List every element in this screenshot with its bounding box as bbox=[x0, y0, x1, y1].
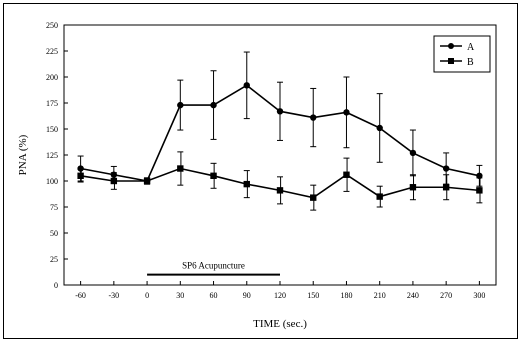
y-tick-label: 25 bbox=[50, 255, 58, 264]
x-tick-label: 240 bbox=[407, 291, 419, 300]
x-tick-label: 180 bbox=[340, 291, 352, 300]
data-point bbox=[276, 187, 284, 194]
y-tick-label: 100 bbox=[46, 177, 58, 186]
plot-area bbox=[63, 24, 497, 286]
x-tick-label: 210 bbox=[374, 291, 386, 300]
data-point bbox=[409, 149, 417, 157]
x-tick-label: -30 bbox=[109, 291, 120, 300]
legend-box bbox=[433, 35, 491, 73]
data-point bbox=[177, 165, 184, 172]
data-point bbox=[77, 165, 84, 172]
x-tick-label: 60 bbox=[210, 291, 218, 300]
y-tick-label: 200 bbox=[46, 73, 58, 82]
x-tick-label: 300 bbox=[473, 291, 485, 300]
data-point bbox=[310, 194, 317, 201]
legend-marker-b bbox=[448, 58, 454, 64]
x-tick-label: 30 bbox=[176, 291, 184, 300]
data-point bbox=[442, 184, 450, 191]
data-point bbox=[210, 101, 217, 109]
data-point bbox=[442, 165, 450, 172]
y-tick-label: 225 bbox=[46, 47, 58, 56]
data-point bbox=[476, 187, 483, 194]
x-tick-label: 0 bbox=[145, 291, 149, 300]
legend-label-a: A bbox=[467, 42, 475, 53]
x-tick-label: 150 bbox=[307, 291, 319, 300]
y-tick-label: 175 bbox=[46, 99, 58, 108]
legend-marker-a bbox=[448, 43, 454, 49]
legend-label-b: B bbox=[467, 57, 474, 68]
y-tick-label: 125 bbox=[46, 151, 58, 160]
x-axis-title: TIME (sec.) bbox=[253, 318, 307, 330]
data-point bbox=[343, 171, 350, 178]
data-point bbox=[310, 114, 317, 121]
y-tick-label: 50 bbox=[50, 229, 58, 238]
x-tick-label: 120 bbox=[274, 291, 286, 300]
data-point bbox=[409, 184, 417, 191]
x-tick-label: 90 bbox=[243, 291, 251, 300]
data-point bbox=[77, 172, 84, 179]
y-tick-label: 75 bbox=[50, 203, 58, 212]
y-tick-label: 250 bbox=[46, 21, 58, 30]
chart-frame bbox=[3, 3, 518, 339]
data-point bbox=[110, 177, 118, 185]
data-point bbox=[177, 101, 184, 109]
acupuncture-label: SP6 Acupuncture bbox=[182, 261, 245, 271]
x-tick-label: 270 bbox=[440, 291, 452, 300]
y-axis-title: PNA (%) bbox=[17, 134, 29, 175]
data-point bbox=[343, 109, 350, 116]
y-tick-label: 150 bbox=[46, 125, 58, 134]
data-point bbox=[243, 180, 250, 188]
data-point bbox=[243, 82, 250, 89]
data-point bbox=[376, 124, 383, 132]
data-point bbox=[210, 172, 217, 179]
legend: A B bbox=[433, 35, 491, 73]
x-tick-label: -60 bbox=[75, 291, 86, 300]
y-tick-label: 0 bbox=[54, 281, 58, 290]
series-b bbox=[77, 151, 483, 211]
data-point bbox=[376, 193, 383, 200]
data-point bbox=[143, 177, 151, 185]
data-point bbox=[276, 108, 284, 115]
series-a bbox=[77, 51, 483, 187]
